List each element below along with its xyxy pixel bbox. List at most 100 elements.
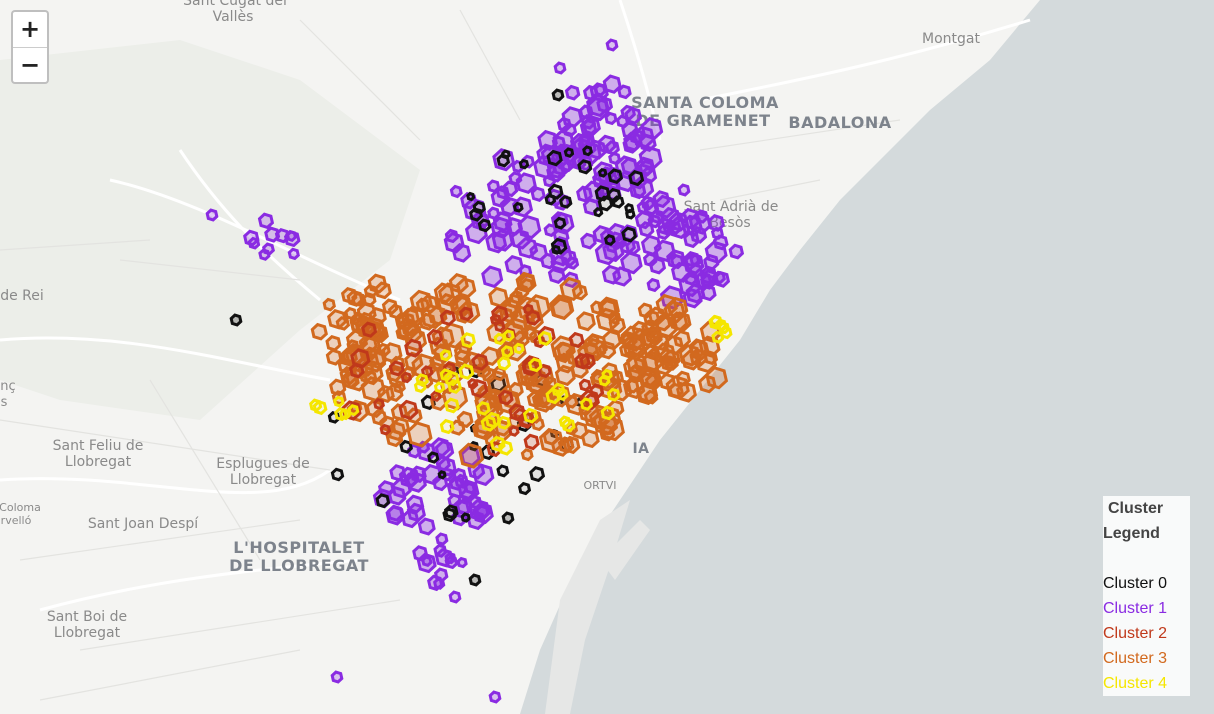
cluster-marker[interactable] (333, 395, 345, 408)
cluster-marker[interactable] (579, 118, 598, 137)
cluster-marker[interactable] (371, 409, 388, 426)
cluster-marker[interactable] (448, 590, 462, 604)
cluster-marker[interactable] (603, 234, 616, 246)
cluster-marker[interactable] (458, 363, 475, 380)
cluster-marker[interactable] (632, 125, 655, 149)
cluster-marker[interactable] (243, 229, 260, 247)
cluster-marker[interactable] (491, 305, 509, 324)
cluster-marker[interactable] (608, 316, 627, 334)
cluster-marker[interactable] (469, 207, 484, 222)
cluster-marker[interactable] (501, 511, 515, 525)
cluster-marker[interactable] (406, 421, 433, 448)
cluster-marker[interactable] (512, 201, 524, 213)
cluster-marker[interactable] (530, 186, 546, 202)
cluster-marker[interactable] (509, 289, 524, 305)
cluster-marker[interactable] (625, 208, 636, 220)
cluster-marker[interactable] (471, 353, 489, 371)
cluster-marker[interactable] (264, 226, 281, 243)
cluster-marker[interactable] (625, 239, 641, 256)
cluster-marker[interactable] (310, 322, 328, 341)
cluster-marker[interactable] (606, 187, 622, 203)
cluster-marker[interactable] (597, 168, 608, 178)
cluster-marker[interactable] (561, 106, 583, 129)
cluster-marker[interactable] (508, 425, 520, 437)
cluster-marker[interactable] (417, 517, 436, 536)
cluster-marker[interactable] (523, 433, 540, 451)
cluster-marker[interactable] (546, 149, 563, 167)
cluster-marker[interactable] (642, 252, 658, 268)
cluster-marker[interactable] (456, 556, 468, 569)
cluster-marker[interactable] (388, 360, 405, 377)
cluster-marker[interactable] (360, 376, 387, 402)
cluster-marker[interactable] (488, 286, 509, 308)
cluster-marker[interactable] (593, 207, 604, 218)
cluster-marker[interactable] (621, 226, 637, 243)
cluster-marker[interactable] (608, 151, 622, 165)
cluster-marker[interactable] (528, 357, 543, 373)
cluster-marker[interactable] (500, 345, 514, 359)
cluster-marker[interactable] (647, 306, 666, 325)
cluster-marker[interactable] (446, 477, 468, 499)
cluster-marker[interactable] (577, 159, 593, 175)
cluster-marker[interactable] (379, 423, 392, 436)
cluster-marker[interactable] (634, 210, 653, 230)
cluster-marker[interactable] (640, 195, 656, 211)
cluster-marker[interactable] (520, 448, 534, 462)
cluster-marker[interactable] (688, 211, 712, 235)
cluster-marker[interactable] (434, 440, 455, 460)
cluster-marker[interactable] (604, 140, 620, 156)
cluster-marker[interactable] (525, 309, 541, 326)
cluster-marker[interactable] (621, 333, 646, 358)
cluster-marker[interactable] (607, 168, 624, 184)
cluster-marker[interactable] (493, 332, 506, 346)
cluster-marker[interactable] (467, 378, 479, 390)
cluster-marker[interactable] (325, 348, 343, 366)
cluster-marker[interactable] (579, 352, 596, 370)
cluster-marker[interactable] (459, 306, 474, 322)
cluster-marker[interactable] (496, 153, 511, 168)
cluster-marker[interactable] (624, 106, 643, 125)
cluster-marker[interactable] (564, 84, 581, 101)
cluster-marker[interactable] (330, 670, 344, 684)
cluster-marker[interactable] (561, 417, 576, 433)
cluster-marker[interactable] (668, 221, 682, 235)
cluster-marker[interactable] (656, 224, 672, 241)
cluster-marker[interactable] (409, 289, 433, 314)
cluster-marker[interactable] (529, 466, 546, 483)
cluster-marker[interactable] (513, 342, 525, 355)
cluster-marker[interactable] (498, 389, 514, 406)
cluster-marker[interactable] (381, 298, 399, 316)
cluster-marker[interactable] (468, 573, 482, 587)
cluster-marker[interactable] (347, 404, 360, 417)
cluster-marker[interactable] (488, 690, 502, 704)
cluster-marker[interactable] (412, 545, 429, 562)
cluster-marker[interactable] (472, 502, 494, 525)
cluster-marker[interactable] (406, 502, 426, 523)
cluster-marker[interactable] (622, 376, 646, 400)
cluster-marker[interactable] (349, 362, 365, 379)
cluster-marker[interactable] (409, 465, 427, 483)
cluster-marker[interactable] (433, 543, 448, 558)
cluster-marker[interactable] (546, 159, 566, 179)
cluster-marker[interactable] (545, 387, 562, 405)
cluster-marker[interactable] (427, 451, 440, 464)
cluster-marker[interactable] (547, 183, 564, 200)
cluster-marker[interactable] (472, 463, 495, 487)
cluster-marker[interactable] (517, 481, 532, 496)
cluster-marker[interactable] (580, 232, 597, 250)
cluster-marker[interactable] (537, 129, 558, 151)
cluster-marker[interactable] (578, 378, 592, 392)
cluster-marker[interactable] (460, 332, 476, 349)
cluster-marker[interactable] (496, 464, 510, 478)
cluster-marker[interactable] (604, 111, 618, 126)
cluster-marker[interactable] (430, 390, 442, 402)
cluster-marker[interactable] (229, 313, 243, 327)
cluster-marker[interactable] (262, 242, 275, 256)
cluster-marker[interactable] (582, 145, 593, 157)
cluster-marker[interactable] (576, 311, 596, 332)
cluster-marker[interactable] (594, 185, 611, 202)
cluster-marker[interactable] (707, 214, 725, 232)
cluster-marker[interactable] (433, 381, 446, 394)
cluster-marker[interactable] (717, 321, 731, 335)
cluster-marker[interactable] (375, 493, 391, 509)
